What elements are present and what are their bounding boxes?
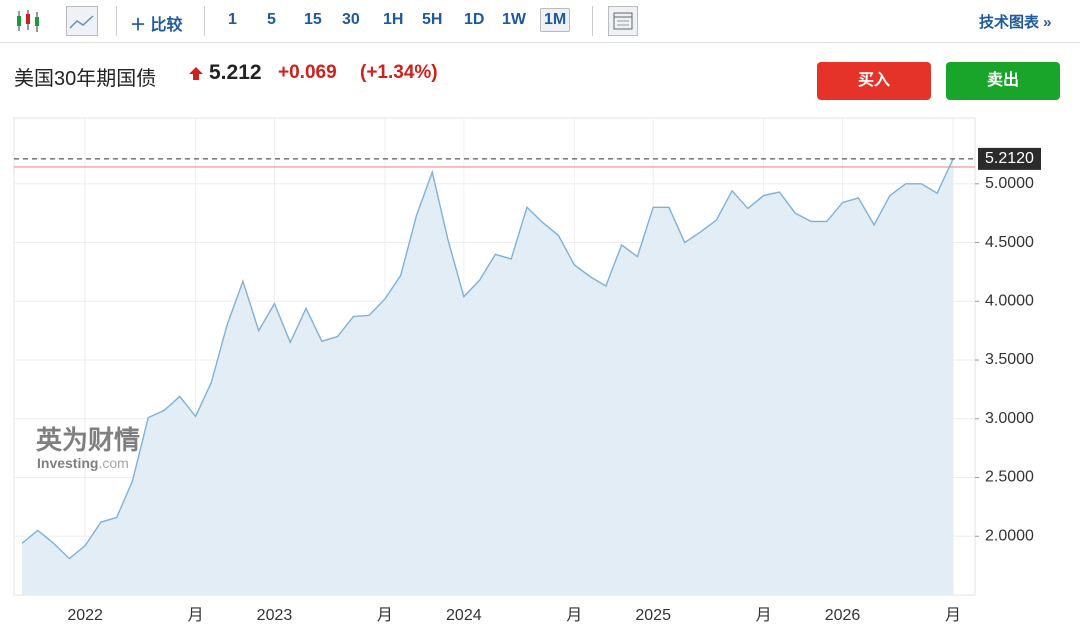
y-tick-label: 2.0000 bbox=[985, 527, 1034, 544]
y-tick-label: 3.5000 bbox=[985, 351, 1034, 368]
x-tick-label: 月 bbox=[566, 607, 582, 624]
x-tick-label: 2022 bbox=[67, 607, 103, 624]
x-tick-label: 月 bbox=[377, 607, 393, 624]
watermark-site-name: Investing bbox=[37, 455, 98, 471]
separator bbox=[204, 6, 205, 36]
price-line bbox=[21, 158, 954, 560]
y-tick-label: 4.0000 bbox=[985, 292, 1034, 309]
y-tick-label: 2.5000 bbox=[985, 469, 1034, 486]
x-tick-label: 2023 bbox=[257, 607, 293, 624]
interval[interactable]: 1 bbox=[228, 11, 237, 28]
x-tick-label: 月 bbox=[756, 607, 772, 624]
last-price-box bbox=[978, 147, 1041, 170]
sell-button[interactable]: 卖出 bbox=[946, 62, 1060, 100]
interval[interactable]: 15 bbox=[304, 11, 322, 28]
instrument-title: 美国30年期国债 bbox=[14, 68, 157, 90]
x-tick-label: 2026 bbox=[825, 607, 861, 624]
separator bbox=[116, 6, 117, 36]
interval[interactable]: 1W bbox=[502, 11, 526, 28]
buy-button[interactable]: 买入 bbox=[817, 62, 931, 100]
toolbar: ＋ 比较 1 5 15 30 1H 5H 1D 1W 1M 技术图表 » bbox=[0, 0, 1080, 43]
change: +0.069 bbox=[278, 62, 337, 83]
watermark: 英为财情 Investing.com bbox=[36, 425, 140, 471]
x-tick-label: 月 bbox=[945, 607, 961, 624]
change-percent: (+1.34%) bbox=[360, 62, 438, 83]
compare-label: 比较 bbox=[150, 17, 183, 34]
compare-button[interactable]: ＋ 比较 bbox=[130, 17, 183, 34]
plot-border bbox=[13, 117, 976, 596]
y-tick-label: 3.0000 bbox=[985, 410, 1034, 427]
area-icon[interactable] bbox=[66, 6, 98, 36]
price: 5.212 bbox=[209, 61, 262, 84]
area-fill bbox=[22, 158, 953, 595]
interval[interactable]: 5H bbox=[422, 11, 443, 28]
watermark-domain: .com bbox=[98, 455, 128, 471]
interval[interactable]: 1D bbox=[464, 11, 485, 28]
y-tick-label: 5.0000 bbox=[985, 175, 1034, 192]
interval[interactable]: 1M bbox=[540, 8, 571, 32]
watermark-site: Investing.com bbox=[37, 455, 129, 471]
tech-chart-link[interactable]: 技术图表 » bbox=[979, 14, 1052, 31]
interval[interactable]: 30 bbox=[342, 11, 360, 28]
x-tick-label: 2024 bbox=[446, 607, 482, 624]
layout-icon[interactable] bbox=[608, 6, 638, 36]
x-tick-label: 2025 bbox=[635, 607, 671, 624]
separator bbox=[592, 6, 593, 36]
candle-icon[interactable] bbox=[14, 8, 42, 34]
x-tick-label: 月 bbox=[188, 607, 204, 624]
interval[interactable]: 1H bbox=[383, 11, 404, 28]
y-tick-label: 4.5000 bbox=[985, 234, 1034, 251]
last-price-label: 5.2120 bbox=[985, 150, 1034, 167]
up-arrow bbox=[189, 67, 203, 80]
watermark-brand: 英为财情 bbox=[36, 425, 140, 455]
interval[interactable]: 5 bbox=[267, 11, 276, 28]
